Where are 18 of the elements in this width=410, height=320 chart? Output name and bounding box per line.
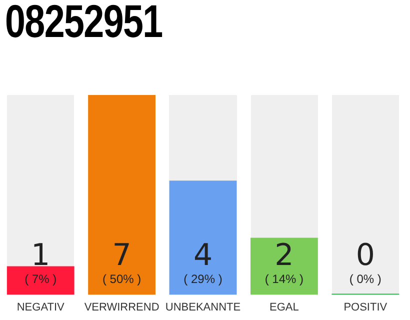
bar [250, 238, 318, 295]
x-tick-label: POSITIV [344, 301, 388, 314]
data-label: 4 [193, 238, 213, 273]
x-tick-label: UNBEKANNTE [165, 301, 241, 314]
x-tick-label: EGAL [270, 301, 299, 314]
annotation: ( 29% ) [184, 272, 222, 286]
annotation: ( 14% ) [264, 272, 304, 286]
data-label: 1 [31, 238, 50, 273]
data-label: 0 [356, 238, 375, 273]
annotation: ( 50% ) [102, 272, 142, 286]
data-label: 2 [274, 238, 294, 273]
x-tick-label: VERWIRREND [84, 301, 160, 314]
annotation: ( 0% ) [349, 272, 382, 286]
bar [6, 266, 74, 295]
data-label: 7 [112, 238, 132, 273]
x-tick-label: NEGATIV [16, 301, 65, 314]
annotation: ( 7% ) [24, 272, 57, 286]
chart-title: 08252951 [5, 0, 162, 48]
